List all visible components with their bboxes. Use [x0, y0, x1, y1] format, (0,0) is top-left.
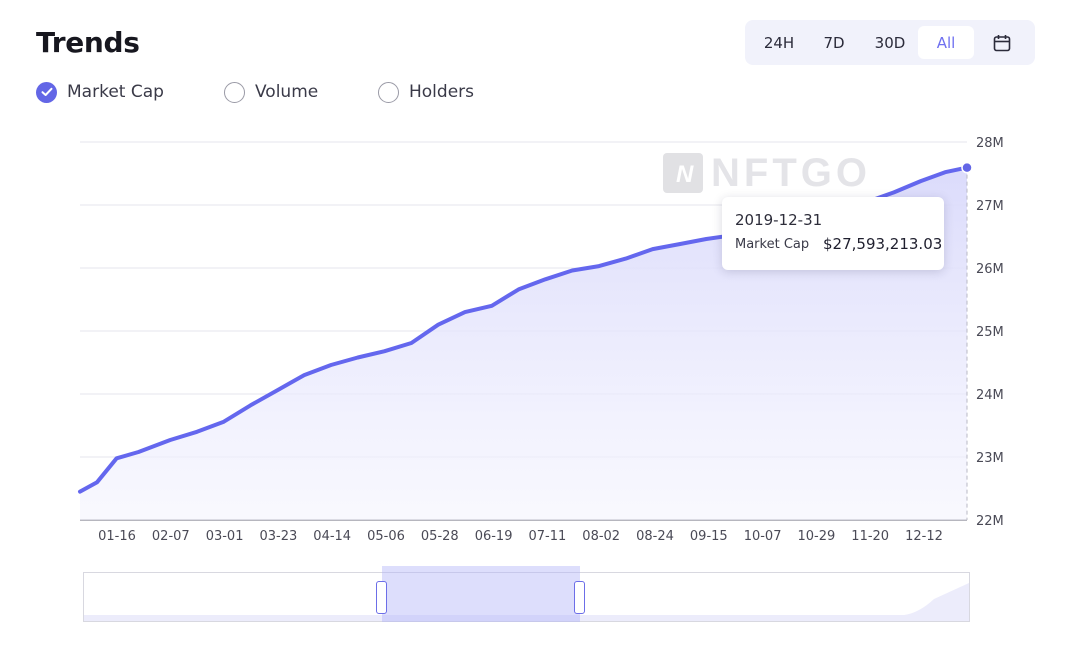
x-tick-label: 08-02 [582, 529, 620, 544]
x-tick-label: 03-23 [260, 529, 298, 544]
y-axis-labels: 22M 23M 24M 25M 26M 27M 28M [976, 136, 1004, 529]
check-icon [36, 81, 57, 103]
data-point [329, 363, 333, 367]
data-point [463, 310, 467, 314]
x-tick-label: 05-28 [421, 529, 459, 544]
data-point [677, 242, 681, 246]
data-point [436, 323, 440, 327]
market-cap-chart[interactable]: N NFTGO 01-16 02-07 03-01 03-23 04-14 05-06 05… [0, 120, 1080, 560]
x-tick-label: 02-07 [152, 529, 190, 544]
chart-tooltip: 2019-12-31 Market Cap $27,593,213.03 [722, 197, 944, 270]
x-tick-label: 10-07 [744, 529, 782, 544]
x-tick-label: 04-14 [313, 529, 351, 544]
data-point [570, 269, 574, 273]
navigator-right-handle[interactable] [574, 581, 585, 614]
data-point [624, 257, 628, 261]
nftgo-logo-mark: N [676, 161, 694, 188]
data-point [302, 373, 306, 377]
data-point [543, 277, 547, 281]
navigator-preview [84, 583, 969, 621]
x-tick-label: 05-06 [367, 529, 405, 544]
metric-holders-toggle[interactable]: Holders [378, 78, 474, 106]
page-title: Trends [36, 26, 140, 59]
y-tick-label: 22M [976, 514, 1004, 529]
watermark-text: NFTGO [711, 151, 871, 195]
calendar-button[interactable] [981, 26, 1023, 59]
data-point [195, 430, 199, 434]
range-7d-button[interactable]: 7D [823, 33, 845, 52]
time-range-selector: 24H 7D 30D All [745, 20, 1035, 65]
data-point [78, 490, 82, 494]
data-point [409, 341, 413, 345]
radio-icon [378, 81, 399, 103]
data-point [517, 287, 521, 291]
radio-icon [224, 81, 245, 103]
y-tick-label: 28M [976, 136, 1004, 151]
y-tick-label: 27M [976, 199, 1004, 214]
range-all-button[interactable]: All [918, 26, 974, 59]
y-tick-label: 26M [976, 262, 1004, 277]
data-point [136, 450, 140, 454]
x-tick-label: 07-11 [529, 529, 567, 544]
data-point [222, 420, 226, 424]
navigator-area [84, 583, 969, 621]
x-axis-labels: 01-16 02-07 03-01 03-23 04-14 05-06 05-28 06-19… [98, 529, 943, 544]
data-point [249, 403, 253, 407]
tooltip-value: $27,593,213.03 [823, 235, 943, 253]
x-tick-label: 11-20 [851, 529, 889, 544]
data-point [356, 355, 360, 359]
x-tick-label: 09-15 [690, 529, 728, 544]
data-point [919, 179, 923, 183]
data-point [168, 438, 172, 442]
range-navigator[interactable] [83, 566, 970, 622]
calendar-icon [993, 34, 1011, 51]
data-point [892, 190, 896, 194]
x-tick-label: 12-12 [905, 529, 943, 544]
x-tick-label: 06-19 [475, 529, 513, 544]
x-tick-label: 03-01 [206, 529, 244, 544]
data-point [490, 304, 494, 308]
range-24h-button[interactable]: 24H [763, 33, 795, 52]
data-point [95, 480, 99, 484]
tooltip-label: Market Cap [735, 237, 810, 252]
metric-label: Volume [255, 82, 319, 102]
metric-label: Holders [409, 82, 475, 102]
data-point [704, 237, 708, 241]
tooltip-date: 2019-12-31 [735, 211, 823, 229]
hover-point [961, 161, 973, 174]
data-point [275, 388, 279, 392]
watermark: N NFTGO [663, 151, 871, 195]
navigator-selection[interactable] [382, 566, 580, 622]
y-tick-label: 24M [976, 388, 1004, 403]
data-point [115, 456, 119, 460]
x-tick-label: 01-16 [98, 529, 136, 544]
metric-label: Market Cap [67, 82, 164, 102]
y-tick-label: 23M [976, 451, 1004, 466]
nftgo-logo-icon [663, 153, 703, 193]
x-tick-label: 10-29 [798, 529, 836, 544]
y-tick-label: 25M [976, 325, 1004, 340]
data-point [651, 247, 655, 251]
x-tick-label: 08-24 [636, 529, 674, 544]
data-point [383, 349, 387, 353]
metric-volume-toggle[interactable]: Volume [224, 78, 318, 106]
data-point [597, 264, 601, 268]
data-point [943, 170, 947, 174]
navigator-left-handle[interactable] [376, 581, 387, 614]
metric-market-cap-toggle[interactable]: Market Cap [36, 78, 164, 106]
range-30d-button[interactable]: 30D [874, 33, 906, 52]
